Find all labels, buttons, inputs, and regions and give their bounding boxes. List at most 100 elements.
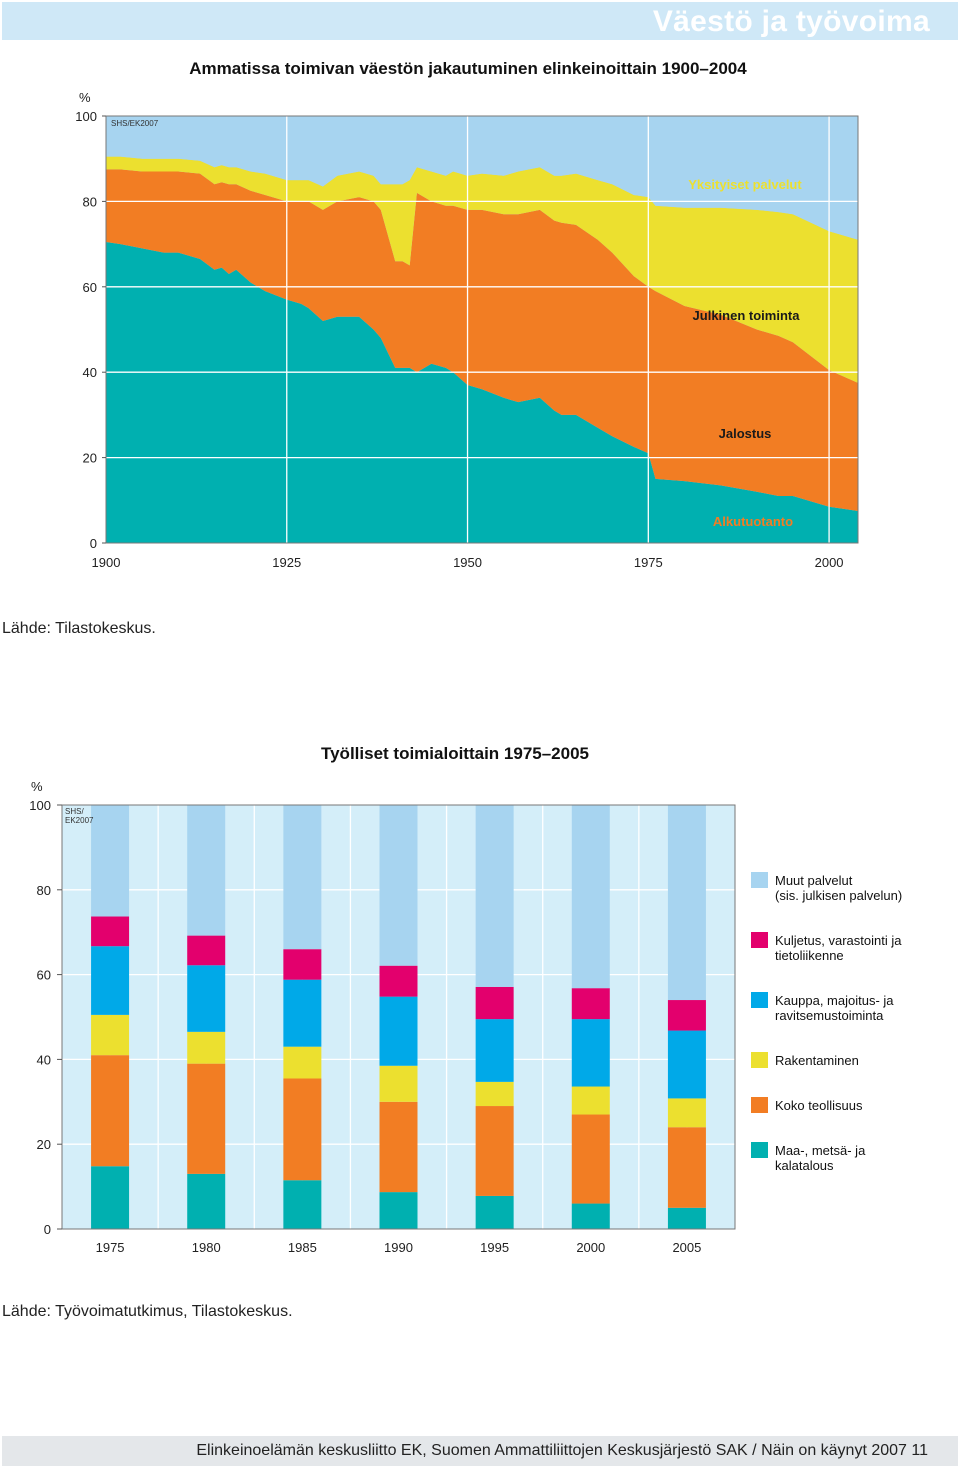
chart1-x-tick-label: 1900 — [92, 555, 121, 570]
header-bar: Väestö ja työvoima — [2, 2, 958, 40]
legend-swatch — [751, 992, 768, 1008]
chart1-x-tick-label: 1950 — [453, 555, 482, 570]
bar-seg-kuljetus — [667, 1000, 706, 1031]
legend-label: Muut palvelut — [775, 873, 853, 888]
chart1-series-label: Julkinen toiminta — [693, 308, 801, 323]
chart2-x-tick-label: 2005 — [672, 1240, 701, 1255]
legend-item: Rakentaminen — [751, 1052, 859, 1068]
chart1-x-tick-label: 2000 — [815, 555, 844, 570]
chart2-x-tick-label: 1975 — [96, 1240, 125, 1255]
bar-seg-muut-palvelut — [187, 805, 226, 936]
legend-label: Rakentaminen — [775, 1053, 859, 1068]
chart1-x-tick-label: 1975 — [634, 555, 663, 570]
bar-seg-maa-metsa — [667, 1207, 706, 1229]
bar-seg-muut-palvelut — [379, 805, 418, 966]
chart2-x-tick-label: 1990 — [384, 1240, 413, 1255]
bar-seg-kauppa — [187, 965, 226, 1032]
bar-seg-rakentaminen — [91, 1014, 130, 1056]
bar-seg-kuljetus — [571, 988, 610, 1020]
chart2-credit-line: SHS/ — [65, 807, 84, 816]
chart2-y-tick-label: 80 — [37, 883, 51, 898]
chart1-y-tick-label: 100 — [75, 109, 97, 124]
bar-1985 — [283, 805, 322, 1229]
chart1-y-tick-label: 40 — [83, 365, 97, 380]
bar-seg-rakentaminen — [379, 1065, 418, 1102]
bar-seg-kauppa — [667, 1030, 706, 1099]
bar-seg-kuljetus — [475, 986, 514, 1020]
legend-label: (sis. julkisen palvelun) — [775, 888, 902, 903]
series-yksityiset-area — [106, 116, 858, 240]
bar-1975 — [91, 805, 130, 1229]
bar-seg-kauppa — [91, 946, 130, 1015]
bar-seg-kauppa — [379, 996, 418, 1066]
bar-seg-teollisuus — [379, 1101, 418, 1193]
bar-seg-kuljetus — [283, 949, 322, 980]
bar-seg-teollisuus — [187, 1063, 226, 1174]
bar-seg-maa-metsa — [475, 1195, 514, 1229]
bar-seg-rakentaminen — [283, 1046, 322, 1079]
bar-seg-maa-metsa — [91, 1166, 130, 1229]
legend-label: Kuljetus, varastointi ja — [775, 933, 902, 948]
bar-seg-teollisuus — [667, 1127, 706, 1208]
bar-seg-muut-palvelut — [667, 805, 706, 1001]
series-alkutuotanto-area — [106, 242, 858, 543]
bar-seg-teollisuus — [283, 1078, 322, 1181]
bar-2005 — [667, 805, 706, 1229]
source-note-1: Lähde: Tilastokeskus. — [2, 620, 156, 637]
series-jalostus-area — [106, 169, 858, 511]
chart1-y-unit: % — [79, 90, 91, 105]
chart2-y-tick-label: 40 — [37, 1052, 51, 1067]
legend-label: tietoliikenne — [775, 948, 844, 963]
chart1-x-tick-label: 1925 — [272, 555, 301, 570]
bar-seg-muut-palvelut — [91, 805, 130, 917]
chart1-y-tick-label: 80 — [83, 194, 97, 209]
bar-seg-kauppa — [571, 1019, 610, 1087]
source-note-2: Lähde: Työvoimatutkimus, Tilastokeskus. — [2, 1303, 293, 1320]
stacked-bar-chart-employment: Työlliset toimialoittain 1975–2005% 1975 1… — [29, 744, 902, 1255]
legend-swatch — [751, 872, 768, 888]
chart1-y-tick-label: 20 — [83, 451, 97, 466]
bar-seg-teollisuus — [571, 1114, 610, 1204]
footer-text: Elinkeinoelämän keskusliitto EK, Suomen … — [196, 1442, 928, 1459]
legend-item: Koko teollisuus — [751, 1097, 863, 1113]
chart1-y-tick-label: 0 — [90, 536, 97, 551]
chart2-title: Työlliset toimialoittain 1975–2005 — [321, 744, 589, 763]
bar-seg-kuljetus — [379, 965, 418, 997]
area-chart-occupation: Ammatissa toimivan väestön jakautuminen … — [75, 59, 859, 570]
legend-swatch — [751, 1142, 768, 1158]
chart1-y-tick-label: 60 — [83, 280, 97, 295]
bar-seg-maa-metsa — [283, 1180, 322, 1229]
bar-seg-rakentaminen — [667, 1098, 706, 1128]
legend-label: Koko teollisuus — [775, 1098, 863, 1113]
legend-swatch — [751, 1097, 768, 1113]
bar-seg-rakentaminen — [475, 1081, 514, 1107]
legend-label: ravitsemustoiminta — [775, 1008, 884, 1023]
bar-seg-kuljetus — [91, 916, 130, 947]
chart1-frame — [105, 115, 859, 544]
chart2-y-tick-label: 100 — [29, 798, 51, 813]
bar-seg-muut-palvelut — [283, 805, 322, 950]
bar-seg-kauppa — [475, 1019, 514, 1082]
chart1-series-label: Yksityiset palvelut — [688, 177, 802, 192]
chart1-series-label: Jalostus — [719, 426, 772, 441]
chart2-y-unit: % — [31, 779, 43, 794]
page-section-title: Väestö ja työvoima — [652, 5, 930, 38]
series-julkinen-area — [106, 156, 858, 383]
chart2-x-tick-label: 1985 — [288, 1240, 317, 1255]
chart2-credit-line: EK2007 — [65, 816, 94, 825]
bar-seg-kauppa — [283, 979, 322, 1047]
bar-seg-teollisuus — [475, 1106, 514, 1196]
chart1-grid — [106, 116, 858, 543]
bar-seg-muut-palvelut — [475, 805, 514, 987]
legend-label: kalatalous — [775, 1158, 834, 1173]
legend-item: Muut palvelut(sis. julkisen palvelun) — [751, 872, 902, 903]
chart2-frame — [61, 804, 736, 1230]
chart2-y-tick-label: 0 — [44, 1222, 51, 1237]
chart2-y-tick-label: 60 — [37, 968, 51, 983]
chart1-title: Ammatissa toimivan väestön jakautuminen … — [189, 59, 747, 78]
chart2-x-tick-label: 1995 — [480, 1240, 509, 1255]
chart1-series-label: Alkutuotanto — [713, 514, 793, 529]
chart1-credit: SHS/EK2007 — [111, 119, 159, 128]
